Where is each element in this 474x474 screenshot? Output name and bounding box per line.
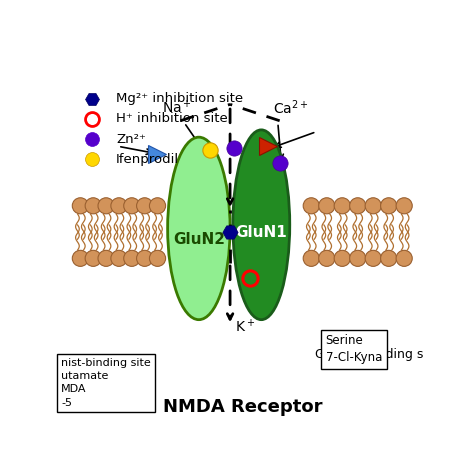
Circle shape: [124, 198, 140, 214]
Ellipse shape: [233, 130, 290, 319]
Text: Zn²⁺: Zn²⁺: [116, 133, 146, 146]
Circle shape: [85, 250, 101, 266]
Circle shape: [334, 250, 350, 266]
Circle shape: [149, 250, 165, 266]
Circle shape: [137, 198, 153, 214]
Circle shape: [98, 198, 114, 214]
Circle shape: [124, 250, 140, 266]
Circle shape: [137, 250, 153, 266]
Circle shape: [350, 198, 366, 214]
Circle shape: [381, 198, 397, 214]
Text: Ifenprodil: Ifenprodil: [116, 153, 179, 165]
Circle shape: [396, 198, 412, 214]
Ellipse shape: [168, 137, 230, 319]
Text: Serine
7-Cl-Kyna: Serine 7-Cl-Kyna: [326, 334, 382, 364]
Circle shape: [149, 198, 165, 214]
Text: GluN1: GluN1: [236, 225, 287, 239]
Circle shape: [319, 250, 335, 266]
Circle shape: [365, 250, 381, 266]
Circle shape: [111, 198, 127, 214]
Circle shape: [111, 250, 127, 266]
Text: Na$^+$: Na$^+$: [162, 100, 192, 117]
Text: K$^+$: K$^+$: [235, 319, 255, 336]
Text: GluN2: GluN2: [173, 232, 225, 247]
Circle shape: [73, 250, 89, 266]
Circle shape: [319, 198, 335, 214]
Circle shape: [381, 250, 397, 266]
Circle shape: [98, 250, 114, 266]
Circle shape: [85, 198, 101, 214]
Circle shape: [396, 250, 412, 266]
Text: H⁺ inhibition site: H⁺ inhibition site: [116, 112, 228, 126]
Circle shape: [365, 198, 381, 214]
Text: nist-binding site
utamate
MDA
-5: nist-binding site utamate MDA -5: [61, 358, 151, 408]
Circle shape: [303, 198, 319, 214]
Circle shape: [350, 250, 366, 266]
Circle shape: [73, 198, 89, 214]
Text: NMDA Receptor: NMDA Receptor: [163, 398, 323, 416]
Text: Ca$^{2+}$: Ca$^{2+}$: [273, 99, 309, 117]
Circle shape: [334, 198, 350, 214]
Text: Glycine-binding s: Glycine-binding s: [315, 348, 423, 361]
Circle shape: [303, 250, 319, 266]
Text: Mg²⁺ inhibition site: Mg²⁺ inhibition site: [116, 92, 243, 105]
